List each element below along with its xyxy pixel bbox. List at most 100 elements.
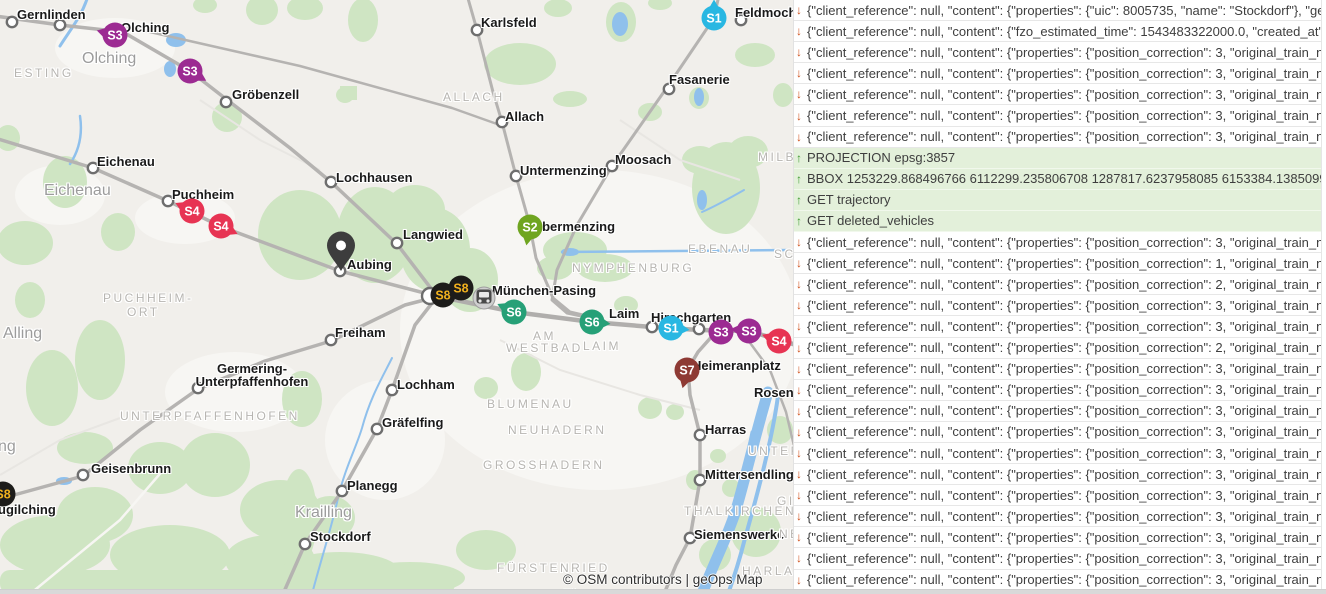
log-row[interactable]: ↓ {"client_reference": null, "content": {… bbox=[794, 548, 1326, 570]
log-row[interactable]: ↓ {"client_reference": null, "content": {… bbox=[794, 337, 1326, 359]
station-label: Feldmoching bbox=[735, 5, 793, 20]
district-label: ALLACH bbox=[443, 90, 505, 104]
map-canvas[interactable]: Gernlinden Olching Gröbenzell Karlsfeld Feld… bbox=[0, 0, 793, 594]
station-marker[interactable] bbox=[662, 82, 676, 96]
log-row[interactable]: ↓ {"client_reference": null, "content": {… bbox=[794, 232, 1326, 254]
log-row[interactable]: ↓ {"client_reference": null, "content": {… bbox=[794, 527, 1326, 549]
log-row[interactable]: ↓ {"client_reference": null, "content": {… bbox=[794, 295, 1326, 317]
log-row[interactable]: ↑ GET deleted_vehicles bbox=[794, 210, 1326, 233]
station-marker[interactable] bbox=[5, 15, 19, 29]
station-marker[interactable] bbox=[324, 175, 338, 189]
train-station-icon[interactable] bbox=[472, 286, 496, 310]
train-badge-s8[interactable]: S8 bbox=[448, 275, 474, 301]
svg-text:S8: S8 bbox=[0, 487, 11, 501]
district-label: WESTBAD bbox=[506, 341, 583, 355]
station-marker[interactable] bbox=[683, 531, 697, 545]
horizontal-scrollbar[interactable] bbox=[0, 589, 1326, 594]
train-badge-s8[interactable]: S8 bbox=[0, 481, 16, 507]
station-label: Langwied bbox=[403, 227, 463, 242]
station-marker[interactable] bbox=[219, 95, 233, 109]
arrow-down-icon: ↓ bbox=[796, 298, 802, 313]
train-badge-s1[interactable]: S1 bbox=[701, 0, 727, 31]
arrow-down-icon: ↓ bbox=[796, 509, 802, 524]
arrow-up-icon: ↑ bbox=[796, 171, 802, 186]
log-message: {"client_reference": null, "content": {"… bbox=[807, 234, 1326, 250]
station-label: Moosach bbox=[615, 152, 672, 167]
log-row[interactable]: ↓ {"client_reference": null, "content": {… bbox=[794, 274, 1326, 296]
log-row[interactable]: ↓ {"client_reference": null, "content": {… bbox=[794, 400, 1326, 422]
log-row[interactable]: ↓ {"client_reference": null, "content": {… bbox=[794, 421, 1326, 443]
log-row[interactable]: ↓ {"client_reference": null, "content": {… bbox=[794, 569, 1326, 591]
train-badge-s2[interactable]: S2 bbox=[517, 214, 543, 247]
station-marker[interactable] bbox=[86, 161, 100, 175]
train-badge-s3[interactable]: S3 bbox=[708, 319, 734, 345]
log-row[interactable]: ↓ {"client_reference": null, "content": {… bbox=[794, 316, 1326, 338]
train-badge-s7[interactable]: S7 bbox=[674, 357, 700, 390]
station-label: Germering- bbox=[216, 361, 288, 376]
log-row[interactable]: ↓ {"client_reference": null, "content": {… bbox=[794, 84, 1326, 106]
station-marker[interactable] bbox=[385, 383, 399, 397]
log-row[interactable]: ↓ {"client_reference": null, "content": {… bbox=[794, 485, 1326, 507]
station-marker[interactable] bbox=[370, 422, 384, 436]
station-marker[interactable] bbox=[509, 169, 523, 183]
log-row[interactable]: ↓ {"client_reference": null, "content": {… bbox=[794, 42, 1326, 64]
train-badge-s4[interactable]: S4 bbox=[173, 198, 205, 224]
log-row[interactable]: ↓ {"client_reference": null, "content": {… bbox=[794, 506, 1326, 528]
map-pin-icon[interactable] bbox=[327, 231, 355, 271]
log-row[interactable]: ↑ PROJECTION epsg:3857 bbox=[794, 147, 1326, 169]
log-message: GET deleted_vehicles bbox=[807, 213, 934, 229]
log-row[interactable]: ↑ BBOX 1253229.868496766 6112299.23580670… bbox=[794, 168, 1326, 190]
log-row[interactable]: ↓ {"client_reference": null, "content": {… bbox=[794, 379, 1326, 401]
station-marker[interactable] bbox=[298, 537, 312, 551]
station-marker[interactable] bbox=[734, 13, 748, 27]
log-message: {"client_reference": null, "content": {"… bbox=[807, 382, 1326, 398]
log-row[interactable]: ↓ {"client_reference": null, "content": {… bbox=[794, 464, 1326, 486]
log-message: GET trajectory bbox=[807, 192, 891, 208]
station-marker[interactable] bbox=[645, 320, 659, 334]
station-marker[interactable] bbox=[76, 468, 90, 482]
station-marker[interactable] bbox=[470, 23, 484, 37]
log-row[interactable]: ↑ GET trajectory bbox=[794, 189, 1326, 211]
train-badge-s1[interactable]: S1 bbox=[658, 315, 690, 341]
train-badge-s6[interactable]: S6 bbox=[495, 299, 527, 325]
station-marker[interactable] bbox=[324, 333, 338, 347]
station-marker[interactable] bbox=[605, 159, 619, 173]
log-message: {"client_reference": null, "content": {"… bbox=[807, 572, 1326, 588]
log-row[interactable]: ↓ {"client_reference": null, "content": {… bbox=[794, 21, 1326, 43]
station-label: Karlsfeld bbox=[481, 15, 537, 30]
station-label: Stockdorf bbox=[310, 529, 371, 544]
log-message: BBOX 1253229.868496766 6112299.235806708… bbox=[807, 171, 1326, 187]
district-label: ESTING bbox=[14, 66, 74, 80]
station-marker[interactable] bbox=[692, 322, 706, 336]
station-label: Allach bbox=[505, 109, 545, 124]
svg-text:S8: S8 bbox=[435, 288, 450, 302]
station-marker[interactable] bbox=[693, 428, 707, 442]
log-message: {"client_reference": null, "content": {"… bbox=[807, 550, 1326, 566]
train-badge-s3[interactable]: S3 bbox=[730, 318, 762, 344]
station-marker[interactable] bbox=[390, 236, 404, 250]
log-message: {"client_reference": null, "content": {"… bbox=[807, 297, 1326, 313]
log-row[interactable]: ↓ {"client_reference": null, "content": {… bbox=[794, 63, 1326, 85]
station-marker[interactable] bbox=[693, 473, 707, 487]
train-badge-s3[interactable]: S3 bbox=[95, 22, 128, 48]
log-row[interactable]: ↓ {"client_reference": null, "content": {… bbox=[794, 253, 1326, 275]
station-marker[interactable] bbox=[161, 194, 175, 208]
log-row[interactable]: ↓ {"client_reference": null, "content": {… bbox=[794, 105, 1326, 127]
log-row[interactable]: ↓ {"client_reference": null, "content": {… bbox=[794, 0, 1326, 22]
station-marker[interactable] bbox=[335, 484, 349, 498]
train-badge-s6[interactable]: S6 bbox=[579, 309, 611, 335]
train-badge-s3[interactable]: S3 bbox=[177, 58, 209, 86]
station-marker[interactable] bbox=[191, 381, 205, 395]
log-row[interactable]: ↓ {"client_reference": null, "content": {… bbox=[794, 442, 1326, 465]
train-badge-s4[interactable]: S4 bbox=[208, 213, 240, 239]
train-badge-s4[interactable]: S4 bbox=[760, 328, 792, 354]
district-label: GROSSHADERN bbox=[483, 458, 605, 472]
log-row[interactable]: ↓ {"client_reference": null, "content": {… bbox=[794, 358, 1326, 380]
log-row[interactable]: ↓ {"client_reference": null, "content": {… bbox=[794, 126, 1326, 148]
arrow-down-icon: ↓ bbox=[796, 551, 802, 566]
log-scrollbar-gutter[interactable] bbox=[1321, 0, 1326, 594]
station-marker[interactable] bbox=[53, 18, 67, 32]
websocket-log-panel[interactable]: ↓ {"client_reference": null, "content": {… bbox=[793, 0, 1326, 594]
station-marker[interactable] bbox=[495, 115, 509, 129]
